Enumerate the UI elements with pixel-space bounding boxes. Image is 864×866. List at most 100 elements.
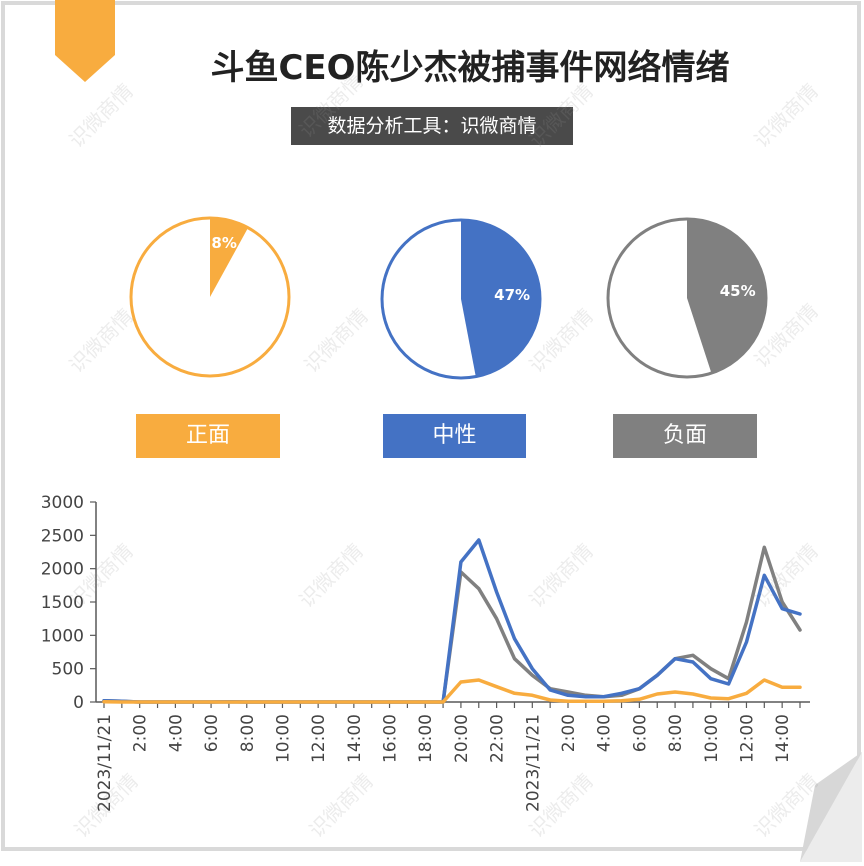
x-tick-label: 20:00 [452,714,472,763]
data-point [263,700,266,704]
x-tick-label: 10:00 [702,714,722,763]
data-point [638,687,641,690]
data-point [281,700,284,704]
data-point [477,678,480,682]
legend-negative: 负面 [613,414,757,458]
y-tick-label: 500 [52,660,84,680]
y-tick-label: 3000 [41,493,84,513]
x-tick-label: 2:00 [131,714,151,752]
data-point [691,660,695,664]
data-point [745,620,748,624]
data-point [566,694,570,697]
data-point [584,695,588,698]
data-point [388,700,391,704]
data-point [424,700,427,704]
data-point [709,696,712,700]
data-point [495,617,498,620]
data-point [102,700,106,703]
x-tick-label: 2023/11/21 [95,714,115,812]
x-tick-label: 2023/11/21 [523,714,543,812]
data-point [709,677,712,680]
data-point [709,667,712,670]
sentiment-pies: 8% 47% 45% [129,216,768,380]
x-tick-label: 6:00 [202,714,222,752]
series-line [102,538,802,704]
data-point [138,700,141,704]
data-point [656,674,659,677]
data-point [745,640,748,644]
x-tick-label: 4:00 [595,714,615,752]
data-point [227,700,231,704]
data-point [495,590,498,594]
data-point [638,698,641,701]
data-point [513,637,516,640]
x-tick-label: 18:00 [416,714,436,763]
data-point [566,700,570,703]
x-tick-label: 14:00 [773,714,793,763]
data-point [548,698,552,702]
data-point [174,700,177,704]
y-tick-label: 2500 [41,526,84,546]
y-tick-label: 1000 [41,626,84,646]
data-point [673,690,677,694]
pie-2: 47% [380,218,542,380]
pie-slice [461,220,540,377]
data-point [406,700,409,704]
pie-percent-label: 47% [494,286,530,304]
data-point [673,657,677,660]
data-point [156,700,159,704]
data-point [477,538,480,542]
subtitle-badge: 数据分析工具：识微商情 [291,107,573,145]
data-point [727,682,730,686]
x-tick-label: 2:00 [559,714,579,752]
data-point [459,680,463,684]
data-point [209,700,213,704]
data-point [513,657,516,660]
data-point [691,692,695,696]
data-point [780,607,784,610]
series-中性 [102,538,802,704]
pie-3: 45% [606,217,768,379]
data-point [620,699,623,702]
trend-line-chart: 0 500 1000 1500 2000 2500 3000 2023/11/21 2:00 4:… [41,493,810,812]
page-curl-shadow [800,752,862,862]
x-tick-label: 6:00 [630,714,650,752]
data-point [299,700,302,704]
x-tick-label: 12:00 [309,714,329,763]
x-tick-label: 22:00 [488,714,508,763]
y-tick-label: 2000 [41,560,84,580]
x-tick-label: 12:00 [737,714,757,763]
data-point [459,560,463,564]
data-point [763,678,766,682]
data-point [120,700,124,704]
x-tick-label: 10:00 [273,714,293,763]
data-point [531,694,534,697]
data-point [584,700,588,703]
series-line [102,678,802,704]
x-tick-label: 8:00 [666,714,686,752]
x-tick-label: 14:00 [345,714,365,763]
data-point [352,700,356,704]
data-point [602,695,605,698]
data-point [477,587,480,590]
data-point [566,690,570,694]
data-point [548,688,552,692]
x-tick-label: 16:00 [381,714,401,763]
legend-neutral: 中性 [383,414,526,458]
data-point [798,628,802,632]
data-point [798,686,802,689]
pie-percent-label: 8% [211,234,236,252]
page-title: 斗鱼CEO陈少杰被捕事件网络情绪 [210,48,730,88]
data-point [513,692,516,695]
data-point [798,612,802,616]
data-point [441,700,445,704]
data-point [531,667,534,670]
data-point [495,685,498,688]
data-point [691,654,695,657]
pie-slice [687,219,766,374]
data-point [727,697,730,700]
x-tick-label: 8:00 [238,714,258,752]
y-tick-label: 1500 [41,593,84,613]
data-point [531,674,534,677]
